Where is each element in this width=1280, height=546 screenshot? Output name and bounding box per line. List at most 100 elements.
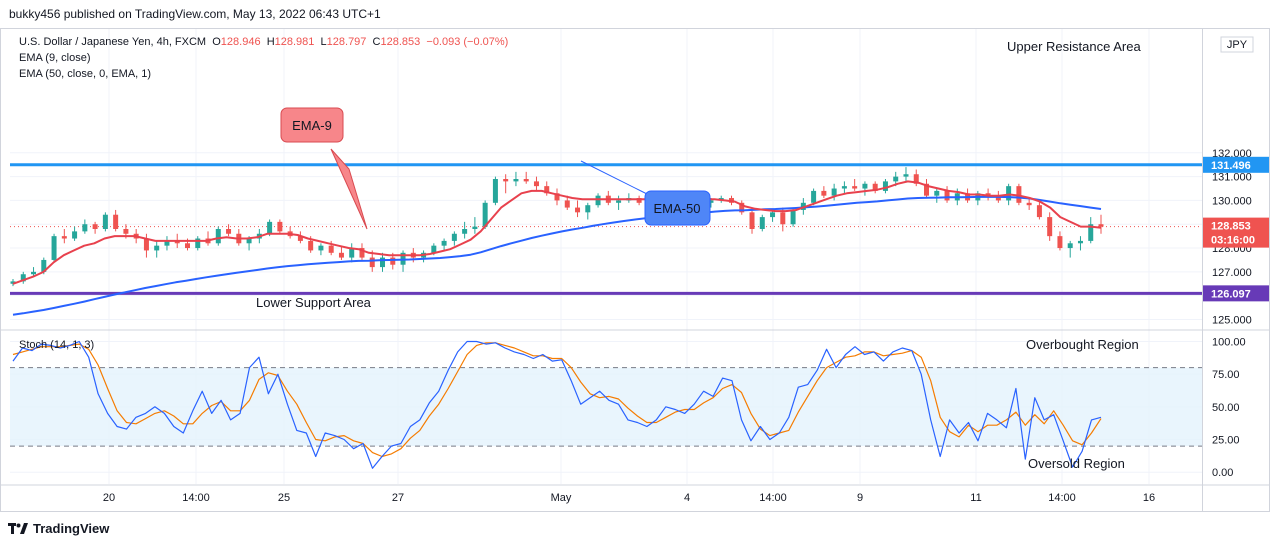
support-price-badge bbox=[1203, 285, 1269, 302]
open-label: O bbox=[212, 36, 221, 48]
ema9-callout-pointer bbox=[330, 148, 368, 230]
time-tick-label: 14:00 bbox=[182, 492, 210, 504]
candle-body bbox=[20, 274, 26, 282]
upper-resistance-label: Upper Resistance Area bbox=[1007, 39, 1141, 54]
candle-body bbox=[882, 181, 888, 191]
candle-body bbox=[390, 257, 396, 265]
candle-body bbox=[595, 195, 601, 206]
ema9-callout-box bbox=[280, 107, 344, 143]
support-price-text: 126.097 bbox=[1211, 288, 1251, 300]
candle-body bbox=[924, 183, 930, 196]
candle-body bbox=[308, 240, 314, 251]
candle-body bbox=[893, 176, 899, 182]
candle-body bbox=[297, 236, 303, 241]
low-label: L bbox=[320, 36, 327, 48]
candle-body bbox=[903, 174, 909, 177]
stoch-k-line bbox=[12, 340, 1102, 469]
candle-body bbox=[72, 231, 78, 239]
time-tick-label: May bbox=[551, 492, 572, 504]
time-tick-label: 27 bbox=[392, 492, 404, 504]
currency-label: JPY bbox=[1227, 39, 1248, 51]
candle-body bbox=[441, 240, 447, 246]
candle-body bbox=[831, 188, 837, 196]
candle-body bbox=[359, 248, 365, 258]
price-tick-label: 125.000 bbox=[1212, 314, 1252, 326]
candle-body bbox=[944, 190, 950, 201]
ema50-legend: EMA (50, close, 0, EMA, 1) bbox=[19, 68, 152, 80]
time-tick-label: 16 bbox=[1143, 492, 1155, 504]
candle-body bbox=[10, 281, 16, 284]
time-tick-label: 20 bbox=[103, 492, 115, 504]
candle-body bbox=[1036, 205, 1042, 218]
ema9-line bbox=[12, 180, 1102, 285]
price-tick-label: 131.000 bbox=[1212, 172, 1252, 184]
candle-body bbox=[544, 186, 550, 194]
candle-body bbox=[554, 193, 560, 201]
candle-body bbox=[51, 236, 57, 260]
high-value: 128.981 bbox=[274, 36, 315, 48]
candle-body bbox=[708, 200, 714, 203]
candle-body bbox=[380, 257, 386, 268]
publisher-header: bukky456 published on TradingView.com, M… bbox=[0, 0, 1280, 28]
stoch-tick-label: 100.00 bbox=[1212, 336, 1246, 348]
candle-body bbox=[790, 209, 796, 225]
candle-body bbox=[472, 226, 478, 229]
tradingview-logo[interactable]: TradingView bbox=[8, 521, 109, 536]
candle-body bbox=[1098, 224, 1104, 227]
candle-body bbox=[739, 202, 745, 213]
candle-body bbox=[862, 183, 868, 189]
stoch-band bbox=[10, 367, 1202, 447]
candle-body bbox=[770, 212, 776, 218]
ema50-line bbox=[12, 195, 1102, 316]
candle-body bbox=[92, 224, 98, 229]
candle-body bbox=[41, 259, 47, 272]
candle-body bbox=[616, 200, 622, 203]
ema9-legend: EMA (9, close) bbox=[19, 52, 91, 64]
candle-body bbox=[1077, 240, 1083, 244]
candle-body bbox=[61, 236, 67, 239]
last-price-text: 128.853 bbox=[1211, 221, 1251, 233]
ema9-callout-label: EMA-9 bbox=[292, 118, 332, 133]
open-value: 128.946 bbox=[220, 36, 261, 48]
overbought-label: Overbought Region bbox=[1026, 337, 1139, 352]
candle-body bbox=[759, 217, 765, 229]
candle-body bbox=[143, 238, 149, 251]
time-tick-label: 25 bbox=[278, 492, 290, 504]
candle-body bbox=[523, 179, 529, 182]
ema50-callout-pointer bbox=[580, 160, 658, 200]
low-value: 128.797 bbox=[326, 36, 367, 48]
stoch-legend: Stoch (14, 1, 3) bbox=[19, 339, 95, 351]
candle-body bbox=[513, 179, 519, 182]
candle-body bbox=[195, 238, 201, 249]
candle-body bbox=[1026, 202, 1032, 206]
last-price-text: 03:16:00 bbox=[1211, 235, 1255, 247]
candle-body bbox=[841, 186, 847, 189]
close-value: 128.853 bbox=[380, 36, 421, 48]
candle-body bbox=[31, 271, 37, 275]
candle-body bbox=[985, 193, 991, 196]
time-tick-label: 9 bbox=[857, 492, 863, 504]
candle-body bbox=[503, 179, 509, 182]
time-tick-label: 14:00 bbox=[1048, 492, 1076, 504]
resistance-price-text: 131.496 bbox=[1211, 160, 1251, 172]
candle-body bbox=[123, 229, 129, 234]
chart-canvas[interactable]: EMA-9 EMA-50 Upper Resistance Area Lower Su… bbox=[1, 29, 1269, 511]
candle-body bbox=[1088, 224, 1094, 241]
time-tick-label: 11 bbox=[970, 492, 981, 504]
stoch-tick-label: 0.00 bbox=[1212, 467, 1233, 479]
candle-body bbox=[113, 214, 119, 229]
candle-body bbox=[1016, 186, 1022, 203]
stoch-tick-label: 25.00 bbox=[1212, 435, 1240, 447]
candle-body bbox=[277, 221, 283, 232]
candle-body bbox=[226, 229, 232, 234]
candle-body bbox=[749, 212, 755, 229]
price-legend: U.S. Dollar / Japanese Yen, 4h, FXCM O12… bbox=[19, 36, 508, 48]
candle-body bbox=[184, 243, 190, 249]
candle-body bbox=[1006, 186, 1012, 201]
candle-body bbox=[852, 186, 858, 189]
candle-body bbox=[482, 202, 488, 227]
candle-body bbox=[246, 238, 252, 244]
candle-body bbox=[328, 245, 334, 253]
candle-body bbox=[913, 174, 919, 184]
price-tick-label: 130.000 bbox=[1212, 195, 1252, 207]
